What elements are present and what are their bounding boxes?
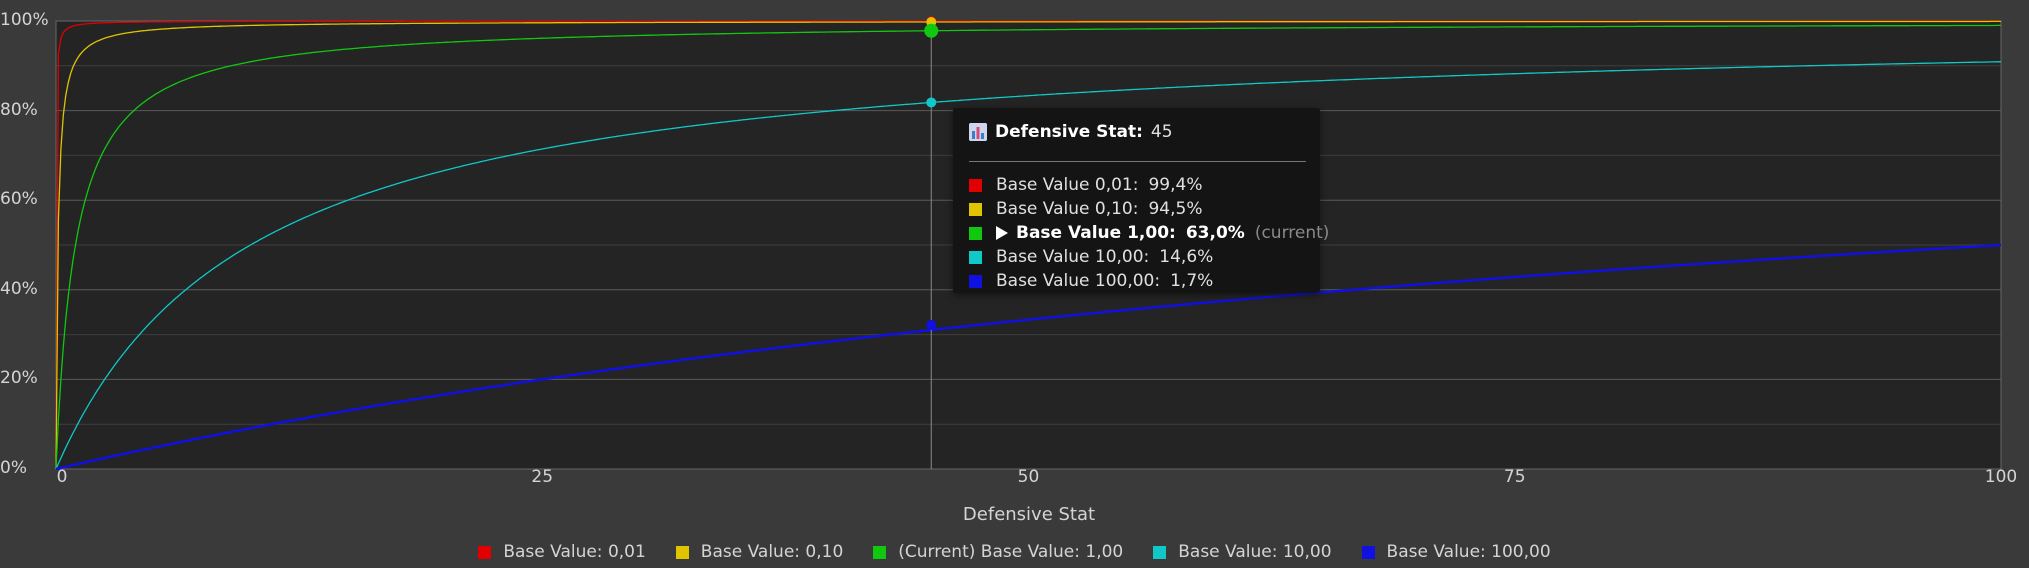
tooltip-separator — [969, 161, 1306, 162]
y-tick-label: 100% — [0, 10, 49, 30]
tooltip-swatch — [969, 202, 982, 216]
chart-icon — [969, 123, 987, 141]
legend-swatch — [873, 545, 887, 559]
legend-swatch — [478, 545, 492, 559]
tooltip-row: Base Value 0,01: 99,4% — [969, 175, 1202, 195]
y-tick-label: 40% — [0, 278, 38, 299]
legend-item[interactable]: Base Value: 100,00 — [1361, 542, 1551, 562]
tooltip-swatch — [969, 274, 982, 288]
tooltip-row: Base Value 100,00: 1,7% — [969, 271, 1213, 291]
tooltip-stat-value: 45 — [1150, 122, 1173, 142]
hover-point — [926, 97, 937, 108]
legend-item[interactable]: (Current) Base Value: 1,00 — [873, 542, 1123, 562]
tooltip-row-value: 63,0% — [1185, 223, 1245, 243]
tooltip-row-value: 94,5% — [1148, 199, 1203, 219]
hover-points — [924, 16, 939, 330]
legend-label: Base Value: 10,00 — [1178, 542, 1332, 562]
tooltip-current-tag: (current) — [1254, 223, 1330, 243]
legend-item[interactable]: Base Value: 0,10 — [675, 542, 844, 562]
tooltip-row-label: Base Value 10,00: — [996, 247, 1150, 267]
series-line — [55, 61, 2002, 470]
y-tick-label: 20% — [0, 368, 38, 389]
tooltip-stat-label: Defensive Stat: — [995, 122, 1143, 142]
tooltip-row-value: 1,7% — [1170, 271, 1214, 291]
tooltip-swatch — [969, 178, 982, 192]
tooltip-row-label: Base Value 100,00: — [996, 271, 1161, 291]
legend-label: (Current) Base Value: 1,00 — [898, 542, 1124, 562]
current-marker-icon — [996, 226, 1008, 240]
series-line — [55, 20, 2001, 470]
tooltip-row-label: Base Value 0,01: — [996, 175, 1139, 195]
y-tick-label: 0% — [0, 458, 27, 478]
legend-label: Base Value: 100,00 — [1386, 542, 1551, 562]
tooltip-row: Base Value 1,00: 63,0% (current) — [969, 223, 1329, 243]
tooltip-row-label: Base Value 0,10: — [996, 199, 1139, 219]
hover-point — [924, 23, 939, 38]
hover-point — [926, 319, 937, 330]
tooltip-row-value: 14,6% — [1159, 247, 1214, 267]
x-tick-label: 75 — [1503, 467, 1526, 487]
x-tick-label: 25 — [531, 467, 554, 487]
legend-swatch — [675, 545, 689, 559]
y-tick-label: 60% — [0, 189, 38, 210]
tooltip-swatch — [969, 250, 982, 264]
legend-label: Base Value: 0,10 — [700, 542, 844, 562]
tooltip-row-value: 99,4% — [1148, 175, 1203, 195]
series-line — [55, 243, 2002, 471]
legend-swatch — [1153, 545, 1167, 559]
legend-item[interactable]: Base Value: 10,00 — [1153, 542, 1332, 562]
hover-tooltip: Defensive Stat: 45 Base Value 0,01: 99,4%… — [953, 108, 1329, 293]
series-line — [55, 24, 2001, 470]
tooltip-swatch — [969, 226, 982, 240]
tooltip-row: Base Value 0,10: 94,5% — [969, 199, 1202, 219]
y-tick-label: 80% — [0, 99, 38, 120]
tooltip-row: Base Value 10,00: 14,6% — [969, 247, 1213, 267]
legend-label: Base Value: 0,01 — [503, 542, 646, 562]
x-tick-label: 0 — [56, 467, 68, 487]
legend-item[interactable]: Base Value: 0,01 — [478, 542, 646, 562]
tooltip-row-label: Base Value 1,00: — [1016, 223, 1176, 243]
chart-legend: Base Value: 0,01 Base Value: 0,10 (Current… — [0, 542, 2029, 562]
series-lines — [55, 20, 2002, 471]
x-tick-label: 50 — [1017, 467, 1040, 487]
tooltip-header: Defensive Stat: 45 — [969, 122, 1173, 142]
legend-swatch — [1361, 545, 1375, 559]
x-tick-label: 100 — [1984, 467, 2018, 487]
x-axis-label: Defensive Stat — [962, 504, 1096, 525]
